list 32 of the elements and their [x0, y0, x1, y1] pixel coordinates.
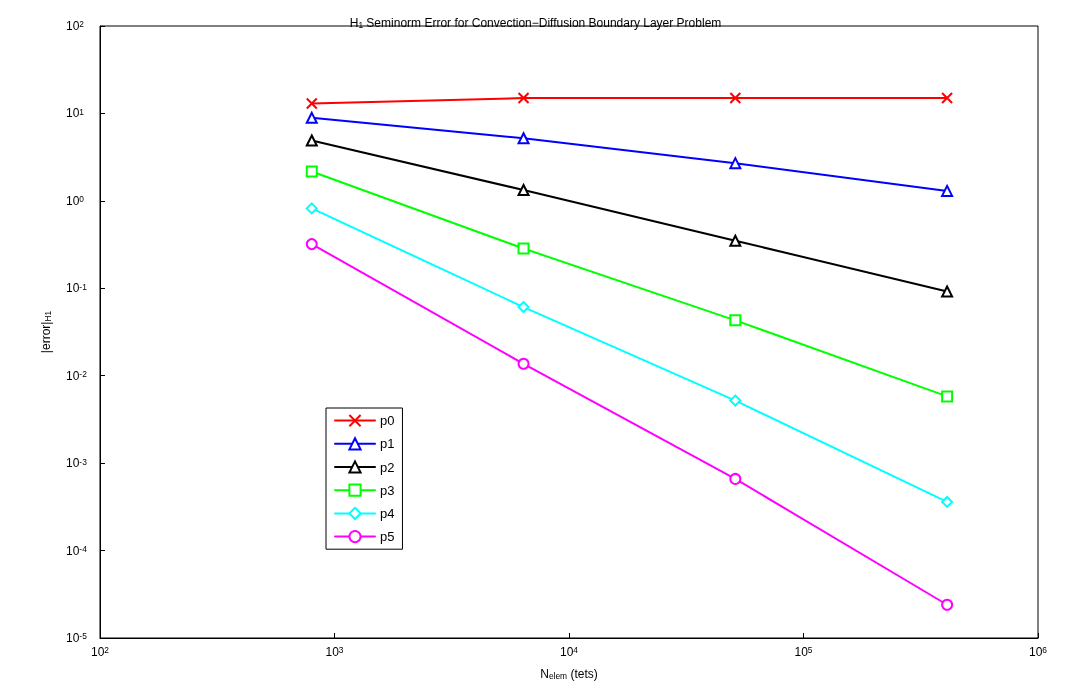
legend-label: p5	[380, 529, 395, 545]
legend-label: p4	[380, 505, 395, 521]
point	[517, 301, 530, 314]
legend-label: p3	[380, 482, 395, 498]
point	[729, 314, 742, 327]
point	[729, 234, 742, 247]
point	[305, 238, 318, 251]
point	[305, 202, 318, 215]
point	[305, 97, 318, 110]
point	[305, 111, 318, 124]
point	[941, 184, 954, 197]
point	[517, 132, 530, 145]
chart-title: H1 Seminorm Error for Convection−Diffusion Boundary Layer Problem	[349, 16, 722, 30]
point	[517, 92, 530, 105]
legend-label: p0	[380, 413, 395, 429]
point	[729, 472, 742, 485]
point	[729, 157, 742, 170]
point	[941, 285, 954, 298]
point	[517, 357, 530, 370]
point	[941, 598, 954, 611]
point	[941, 92, 954, 105]
y-axis-title: |error|H1	[39, 310, 53, 354]
x-axis-title: Nelem (tets)	[540, 667, 598, 681]
point	[305, 134, 318, 147]
point	[517, 242, 530, 255]
point	[941, 495, 954, 508]
point	[305, 165, 318, 178]
point	[729, 394, 742, 407]
legend-label: p1	[380, 436, 395, 452]
point	[729, 92, 742, 105]
point	[941, 390, 954, 403]
legend-label: p2	[380, 459, 395, 475]
